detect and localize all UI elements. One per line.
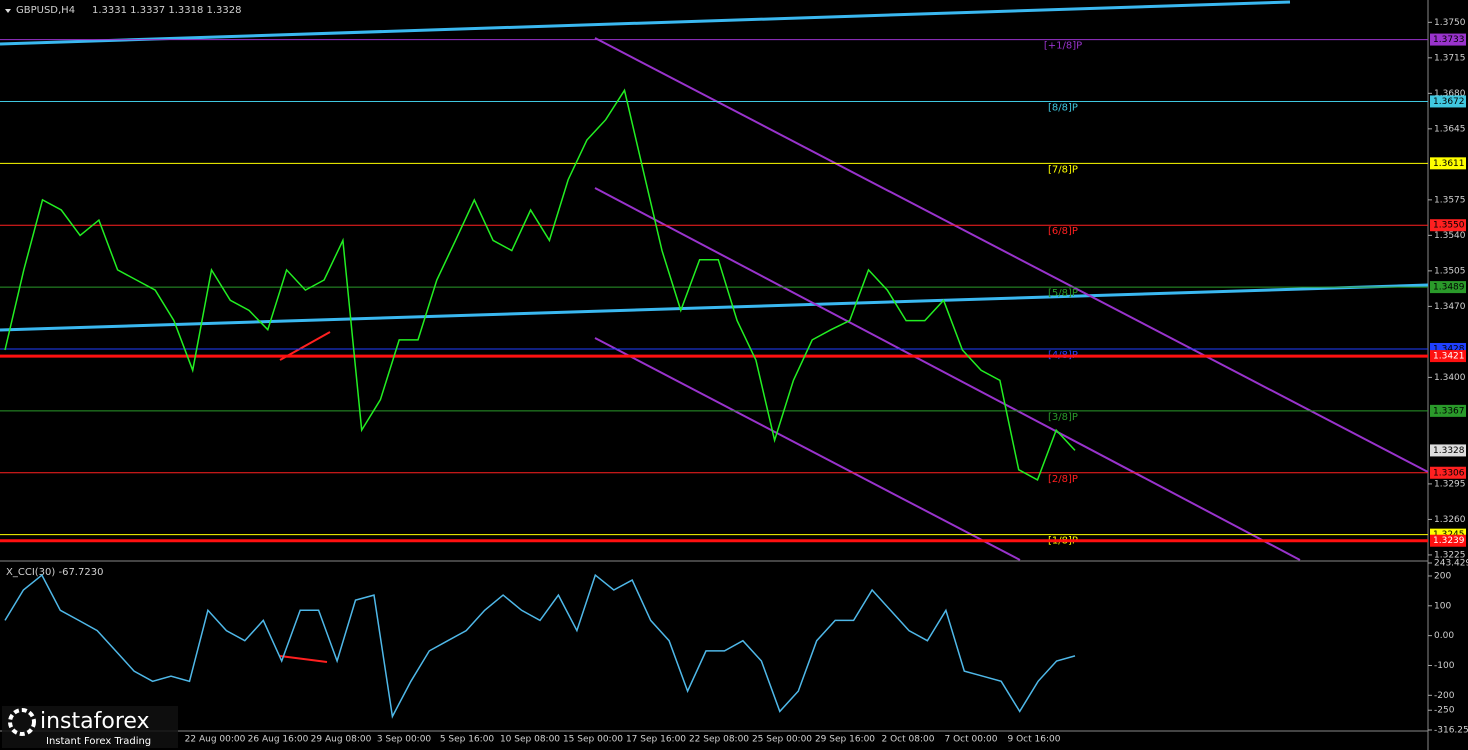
x-tick-label: 15 Sep 00:00: [563, 735, 623, 745]
level-value: 1.3428: [1433, 344, 1465, 354]
series-line: [4, 88, 1076, 481]
logo-icon: [8, 708, 36, 736]
x-tick-label: 10 Sep 08:00: [500, 735, 560, 745]
level-value: 1.3367: [1433, 406, 1465, 416]
y-tick-label: 243.429: [1434, 559, 1468, 569]
level-name: [3/8]P: [1048, 412, 1078, 423]
y-tick-label: 0.00: [1434, 631, 1454, 641]
ohlc: 1.3331 1.3337 1.3318 1.3328: [92, 5, 242, 16]
support-value: 1.3421: [1433, 352, 1465, 362]
menu-arrow: [5, 9, 11, 13]
level-name: [+1/8]P: [1044, 41, 1082, 52]
level-badge: [1430, 33, 1466, 46]
level-value: 1.3611: [1433, 159, 1465, 169]
level-badge: [1430, 466, 1466, 479]
logo-tagline: Instant Forex Trading: [46, 736, 151, 747]
x-tick-label: 17 Sep 16:00: [626, 735, 686, 745]
y-tick-label: 200: [1434, 571, 1451, 581]
level-name: [2/8]P: [1048, 474, 1078, 485]
x-tick-label: 2 Oct 08:00: [882, 735, 935, 745]
y-tick-label: -100: [1434, 661, 1455, 671]
x-tick-label: 26 Aug 16:00: [248, 735, 309, 745]
level-badge: [1430, 219, 1466, 232]
divergence-line: [279, 655, 328, 663]
channel-line: [594, 37, 1429, 473]
level-badge: [1430, 95, 1466, 108]
x-tick-label: 3 Sep 00:00: [377, 735, 432, 745]
y-tick-label: 1.3505: [1434, 266, 1466, 276]
y-tick-label: -250: [1434, 706, 1455, 716]
level-badge: [1430, 281, 1466, 294]
channel-line: [594, 187, 1301, 561]
support-value: 1.3239: [1433, 536, 1465, 546]
price-value: 1.3328: [1433, 446, 1465, 456]
level-name: [8/8]P: [1048, 102, 1078, 113]
x-tick-label: 29 Aug 08:00: [311, 735, 372, 745]
level-value: 1.3306: [1433, 468, 1465, 478]
x-tick-label: 29 Sep 16:00: [815, 735, 875, 745]
level-value: 1.3550: [1433, 221, 1465, 231]
y-tick-label: 1.3470: [1434, 302, 1466, 312]
level-value: 1.3489: [1433, 283, 1465, 293]
y-tick-label: 1.3260: [1434, 515, 1466, 525]
y-tick-label: 1.3295: [1434, 479, 1466, 489]
level-badge: [1430, 404, 1466, 417]
price-badge: [1430, 444, 1466, 457]
y-tick-label: 1.3715: [1434, 53, 1466, 63]
x-tick-label: 22 Sep 08:00: [689, 735, 749, 745]
y-tick-label: 1.3400: [1434, 373, 1466, 383]
x-tick-label: 25 Sep 00:00: [752, 735, 812, 745]
support-badge: [1430, 534, 1466, 547]
level-name: [6/8]P: [1048, 226, 1078, 237]
y-tick-label: 1.3645: [1434, 124, 1466, 134]
trend-line: [0, 0, 1291, 46]
symbol: GBPUSD,H4: [16, 5, 75, 16]
series-line: [4, 573, 1076, 719]
level-name: [5/8]P: [1048, 288, 1078, 299]
y-tick-label: 1.3750: [1434, 18, 1466, 28]
y-tick-label: -316.257: [1434, 726, 1468, 736]
x-tick-label: 7 Oct 00:00: [945, 735, 998, 745]
level-value: 1.3672: [1433, 97, 1465, 107]
level-badge: [1430, 157, 1466, 170]
indicator-title: X_CCI(30) -67.7230: [6, 567, 103, 578]
y-tick-label: 1.3680: [1434, 89, 1466, 99]
support-badge: [1430, 350, 1466, 363]
y-tick-label: 1.3575: [1434, 195, 1466, 205]
y-tick-label: -200: [1434, 691, 1455, 701]
level-name: [7/8]P: [1048, 164, 1078, 175]
x-tick-label: 9 Oct 16:00: [1008, 735, 1061, 745]
logo-brand: instaforex: [40, 709, 150, 734]
level-value: 1.3733: [1433, 35, 1465, 45]
trend-line: [0, 283, 1429, 332]
channel-line: [594, 337, 1021, 561]
y-tick-label: 100: [1434, 601, 1451, 611]
y-tick-label: 1.3540: [1434, 231, 1466, 241]
y-tick-label: 1.3225: [1434, 550, 1466, 560]
x-tick-label: 5 Sep 16:00: [440, 735, 495, 745]
x-tick-label: 22 Aug 00:00: [185, 735, 246, 745]
